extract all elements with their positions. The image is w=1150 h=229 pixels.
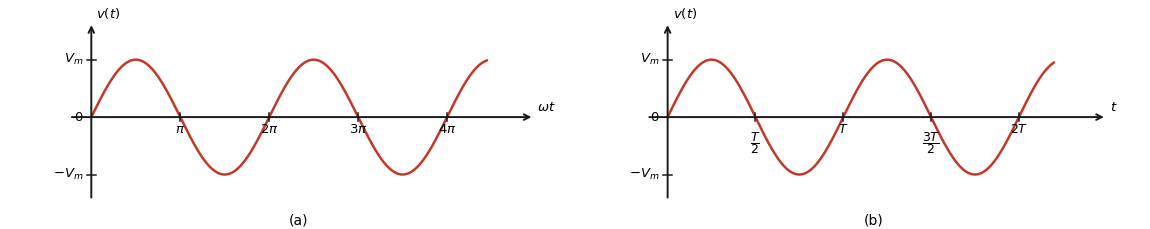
Text: $T$: $T$ xyxy=(838,123,849,136)
Text: $\omega t$: $\omega t$ xyxy=(537,101,555,114)
Text: $-V_m$: $-V_m$ xyxy=(629,167,660,182)
Text: $\pi$: $\pi$ xyxy=(175,123,185,136)
Text: $v(t)$: $v(t)$ xyxy=(95,6,120,21)
Text: $V_m$: $V_m$ xyxy=(641,52,660,67)
Text: $\dfrac{3T}{2}$: $\dfrac{3T}{2}$ xyxy=(922,130,941,156)
Text: $2T$: $2T$ xyxy=(1010,123,1028,136)
Text: $2\pi$: $2\pi$ xyxy=(260,123,278,136)
Text: $4\pi$: $4\pi$ xyxy=(438,123,457,136)
Text: $0$: $0$ xyxy=(74,111,83,124)
Text: $0$: $0$ xyxy=(650,111,660,124)
Text: $v(t)$: $v(t)$ xyxy=(673,6,697,21)
Text: (a): (a) xyxy=(290,214,308,228)
Text: $V_m$: $V_m$ xyxy=(64,52,83,67)
Text: $t$: $t$ xyxy=(1110,101,1118,114)
Text: $-V_m$: $-V_m$ xyxy=(53,167,83,182)
Text: $3\pi$: $3\pi$ xyxy=(348,123,368,136)
Text: (b): (b) xyxy=(864,214,884,228)
Text: $\dfrac{T}{2}$: $\dfrac{T}{2}$ xyxy=(750,130,760,156)
